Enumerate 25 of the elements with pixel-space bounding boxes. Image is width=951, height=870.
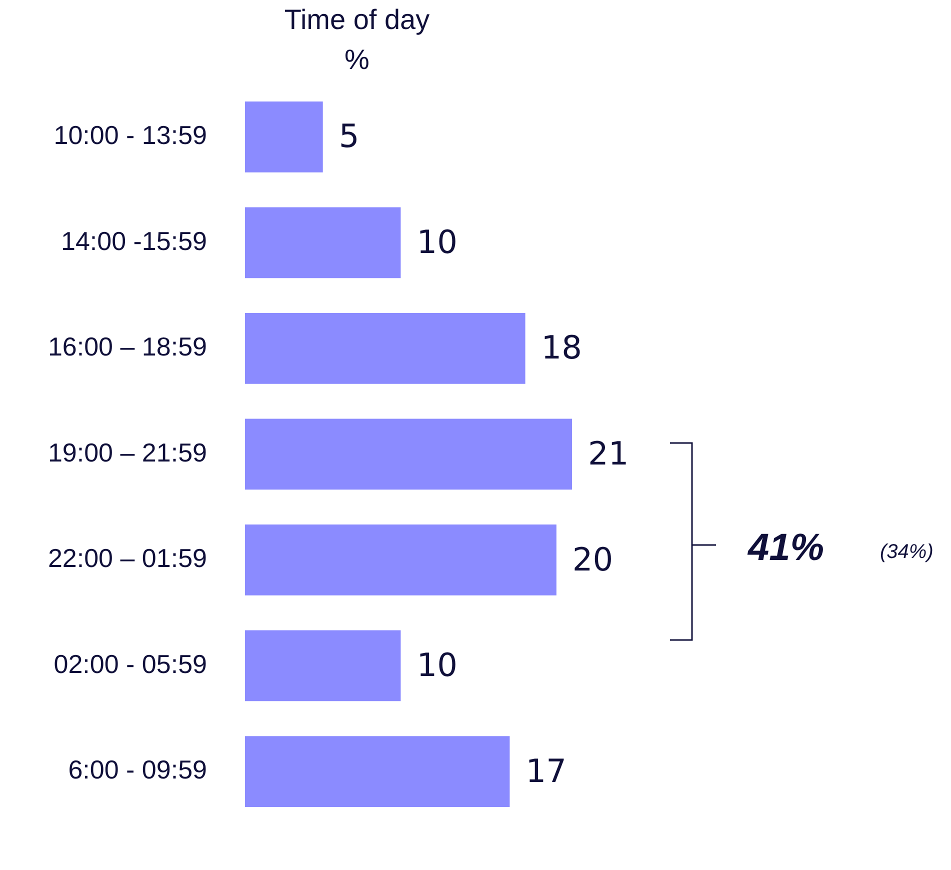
text: 41%	[748, 527, 824, 570]
data-label: 17	[526, 752, 566, 790]
chart-title: Time of day	[283, 4, 431, 36]
y-tick-label: 22:00 – 01:59	[48, 543, 207, 574]
bar	[245, 418, 572, 490]
y-tick-label: 19:00 – 21:59	[48, 437, 207, 468]
bar	[245, 312, 526, 384]
data-label: 10	[416, 222, 458, 261]
text: (34%)	[880, 541, 934, 564]
chart-subtitle: %	[344, 44, 370, 76]
y-tick-label: 6:00 - 09:59	[68, 754, 207, 785]
y-tick-label: 02:00 - 05:59	[54, 648, 207, 679]
data-label: 21	[588, 434, 629, 473]
y-tick-label: 16:00 – 18:59	[48, 332, 207, 362]
y-tick-label: 14:00 -15:59	[60, 226, 207, 256]
bar	[245, 630, 401, 702]
bar	[245, 736, 510, 807]
bar	[245, 101, 323, 172]
data-label: 20	[572, 540, 614, 578]
data-label: 18	[541, 328, 582, 367]
bar	[245, 207, 401, 278]
y-tick-label: 10:00 - 13:59	[54, 120, 207, 150]
data-label: 10	[416, 646, 458, 684]
data-label: 5	[338, 117, 360, 156]
bar	[245, 524, 556, 596]
